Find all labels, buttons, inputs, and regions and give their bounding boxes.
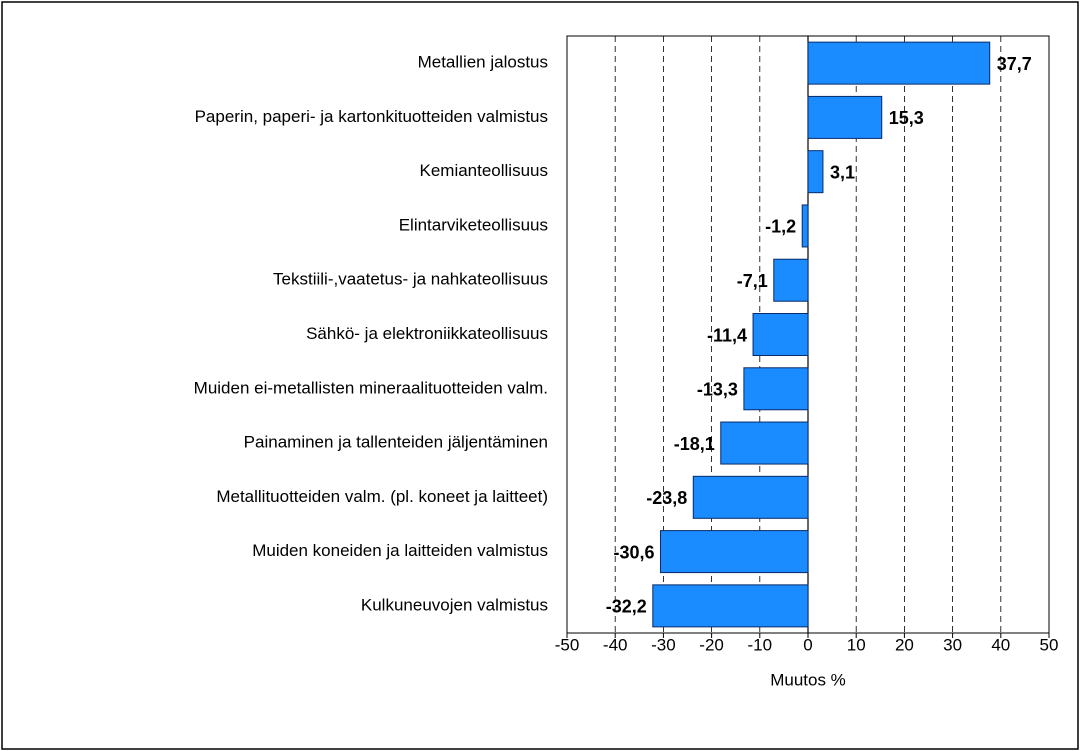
value-label: -13,3 bbox=[697, 380, 738, 400]
bar bbox=[773, 258, 809, 302]
y-tick-label: Muiden ei-metallisten mineraalituotteide… bbox=[194, 378, 548, 397]
bar bbox=[720, 421, 809, 465]
value-label: -1,2 bbox=[765, 217, 796, 237]
bar bbox=[807, 150, 824, 194]
bar bbox=[807, 41, 991, 85]
bar bbox=[692, 475, 809, 519]
value-label: 3,1 bbox=[830, 162, 855, 182]
x-tick-label: 40 bbox=[991, 635, 1010, 654]
y-tick-label: Paperin, paperi- ja kartonkituotteiden v… bbox=[195, 107, 548, 126]
x-axis-label: Muutos % bbox=[770, 670, 846, 689]
y-tick-label: Metallituotteiden valm. (pl. koneet ja l… bbox=[216, 487, 548, 506]
y-tick-label: Elintarviketeollisuus bbox=[399, 215, 548, 234]
y-tick-label: Metallien jalostus bbox=[418, 53, 548, 72]
x-tick-label: 50 bbox=[1040, 635, 1059, 654]
y-tick-label: Kemianteollisuus bbox=[419, 161, 548, 180]
value-label: -23,8 bbox=[646, 488, 687, 508]
y-tick-label: Sähkö- ja elektroniikkateollisuus bbox=[306, 324, 548, 343]
x-tick-label: -30 bbox=[651, 635, 676, 654]
x-tick-label: -40 bbox=[603, 635, 628, 654]
bar bbox=[801, 204, 809, 248]
value-label: -7,1 bbox=[737, 271, 768, 291]
value-label: 15,3 bbox=[889, 108, 924, 128]
bar bbox=[807, 95, 883, 139]
bar bbox=[660, 530, 809, 574]
value-label: 37,7 bbox=[997, 54, 1032, 74]
x-tick-label: 0 bbox=[803, 635, 812, 654]
y-tick-label: Kulkuneuvojen valmistus bbox=[361, 595, 548, 614]
bar bbox=[743, 367, 809, 411]
x-tick-label: 30 bbox=[943, 635, 962, 654]
y-tick-label: Tekstiili-,vaatetus- ja nahkateollisuus bbox=[273, 270, 548, 289]
x-tick-label: -20 bbox=[699, 635, 724, 654]
x-tick-label: -50 bbox=[555, 635, 580, 654]
x-tick-label: 10 bbox=[847, 635, 866, 654]
value-label: -30,6 bbox=[613, 542, 654, 562]
x-tick-label: 20 bbox=[895, 635, 914, 654]
bar bbox=[652, 584, 809, 628]
y-tick-label: Muiden koneiden ja laitteiden valmistus bbox=[252, 541, 548, 560]
x-tick-label: -10 bbox=[748, 635, 773, 654]
bar bbox=[752, 313, 809, 356]
value-label: -32,2 bbox=[606, 597, 647, 617]
y-tick-label: Painaminen ja tallenteiden jäljentäminen bbox=[244, 433, 548, 452]
value-label: -11,4 bbox=[707, 325, 747, 345]
value-label: -18,1 bbox=[674, 434, 715, 454]
